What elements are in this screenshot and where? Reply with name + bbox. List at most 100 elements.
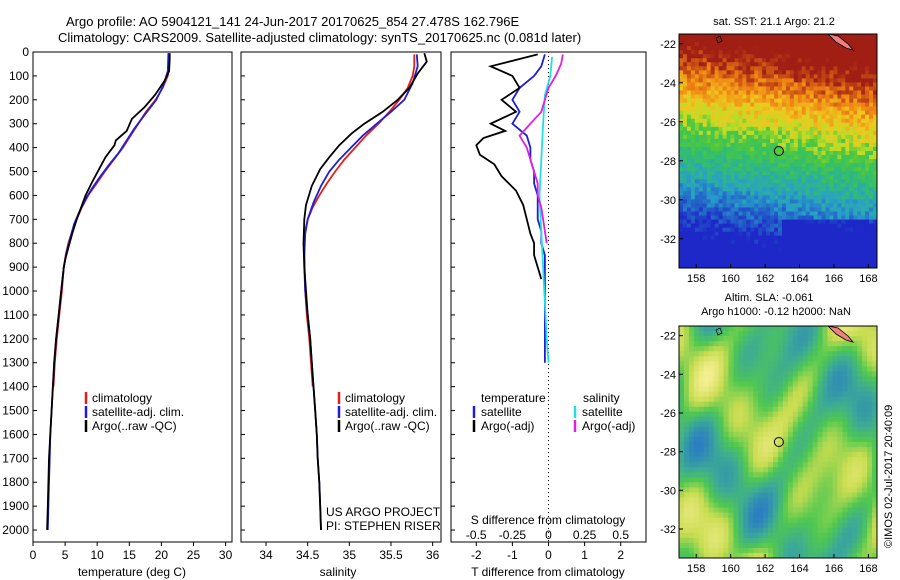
- map-cell: [869, 151, 874, 156]
- map-cell: [825, 126, 830, 132]
- map-cell: [774, 167, 779, 172]
- map-cell: [730, 90, 735, 95]
- map-cell: [821, 183, 826, 188]
- map-cell: [750, 118, 755, 124]
- map-cell: [797, 183, 803, 188]
- map-cell: [714, 191, 719, 196]
- map-cell: [801, 255, 807, 261]
- map-cell: [817, 462, 823, 468]
- map-cell: [753, 472, 759, 478]
- map-cell: [861, 175, 866, 180]
- map-cell: [787, 467, 794, 473]
- map-cell: [754, 102, 759, 108]
- map-cell: [688, 406, 695, 413]
- map-cell: [738, 527, 744, 534]
- map-cell: [787, 547, 794, 554]
- map-cell: [865, 247, 870, 253]
- map-cell: [813, 159, 818, 164]
- map-cell: [763, 522, 769, 529]
- map-cell: [781, 134, 787, 140]
- map-cell: [778, 492, 784, 498]
- map-cell: [688, 497, 695, 503]
- map-cell: [693, 532, 700, 539]
- map-cell: [849, 171, 854, 176]
- map-cell: [813, 42, 818, 47]
- map-cell: [766, 38, 771, 43]
- map-cell: [862, 447, 868, 453]
- map-cell: [805, 86, 811, 91]
- map-cell: [837, 130, 842, 136]
- map-cell: [867, 457, 873, 463]
- map-cell: [861, 66, 866, 71]
- map-cell: [682, 203, 688, 208]
- map-cell: [812, 452, 818, 458]
- map-cell: [821, 179, 826, 184]
- map-cell: [809, 159, 815, 164]
- map-cell: [770, 42, 775, 47]
- map-cell: [734, 70, 739, 75]
- map-cell: [753, 431, 759, 438]
- map-cell: [797, 58, 803, 63]
- map-cell: [738, 361, 744, 367]
- map-cell: [778, 78, 783, 83]
- map-cell: [714, 183, 719, 188]
- map-cell: [754, 98, 759, 103]
- map-cell: [862, 492, 868, 498]
- map-cell: [734, 106, 739, 112]
- map-cell: [758, 142, 763, 148]
- map-cell: [822, 331, 828, 337]
- map-cell: [833, 187, 838, 192]
- map-cell: [821, 130, 826, 136]
- map-cell: [842, 542, 848, 549]
- map-cell: [743, 326, 749, 332]
- map-cell: [841, 231, 846, 237]
- map-cell: [867, 346, 873, 352]
- map-cell: [837, 106, 842, 112]
- map-cell: [738, 126, 743, 132]
- map-cell: [683, 482, 690, 488]
- map-cell: [847, 462, 853, 468]
- map-cell: [833, 167, 838, 172]
- map-cell: [825, 110, 830, 116]
- map-cell: [722, 223, 727, 229]
- map-cell: [768, 351, 774, 357]
- map-cell: [703, 522, 710, 529]
- map-cell: [770, 183, 775, 188]
- map-cell: [686, 219, 692, 225]
- map-cell: [822, 502, 828, 508]
- map-cell: [718, 82, 723, 87]
- map-cell: [762, 151, 767, 156]
- map-cell: [722, 191, 727, 196]
- map-cell: [825, 187, 830, 192]
- map-cell: [829, 159, 834, 164]
- map-cell: [763, 336, 769, 342]
- map-cell: [714, 66, 719, 71]
- map-cell: [710, 255, 716, 261]
- map-cell: [774, 130, 779, 136]
- map-cell: [792, 517, 799, 524]
- map-cell: [746, 211, 751, 216]
- map-cell: [867, 371, 873, 377]
- map-cell: [738, 507, 744, 514]
- map-cell: [730, 207, 735, 212]
- map-cell: [801, 183, 807, 188]
- map-cell: [698, 231, 704, 237]
- map-cell: [758, 331, 764, 337]
- map-cell: [785, 223, 791, 229]
- map-cell: [728, 487, 734, 493]
- map-cell: [845, 243, 850, 249]
- map-cell: [746, 86, 751, 91]
- map-cell: [873, 227, 878, 233]
- map-cell: [793, 235, 799, 241]
- map-cell: [738, 482, 744, 488]
- map-cell: [809, 243, 815, 249]
- legend-argo: Argo(..raw -QC): [92, 419, 177, 433]
- map-cell: [703, 482, 710, 488]
- map-cell: [845, 259, 850, 265]
- map-cell: [734, 74, 739, 79]
- map-cell: [817, 512, 823, 519]
- map-cell: [869, 255, 874, 261]
- map-cell: [778, 527, 784, 534]
- map-cell: [849, 159, 854, 164]
- figure-title-line2: Climatology: CARS2009. Satellite-adjuste…: [58, 30, 581, 45]
